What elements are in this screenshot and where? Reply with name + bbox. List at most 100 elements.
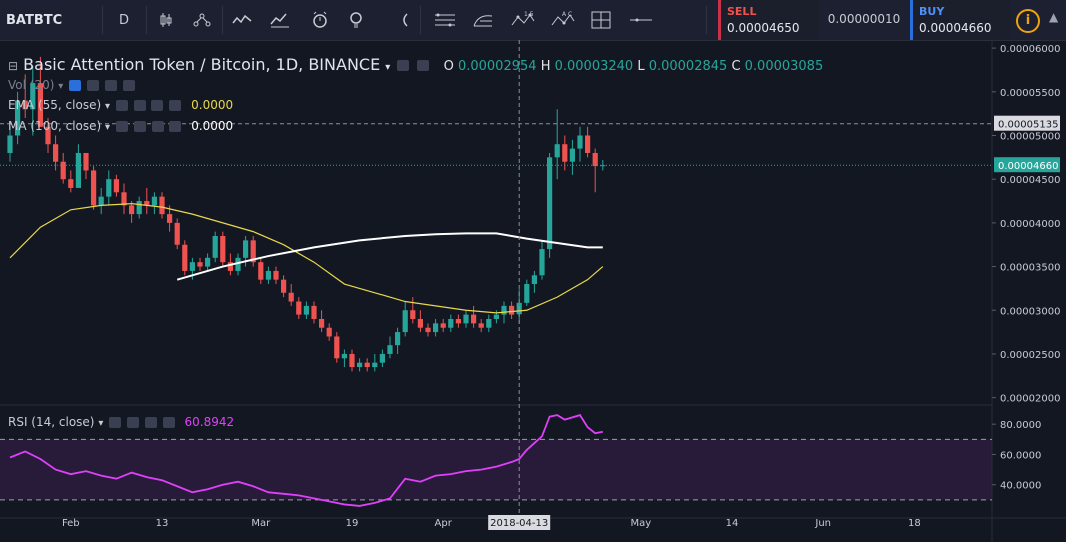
compare-icon[interactable]	[188, 0, 216, 40]
sell-price: 0.00004650	[727, 21, 800, 35]
candle-body	[106, 179, 112, 197]
rsi-value: 60.8942	[184, 415, 235, 429]
separator	[420, 6, 421, 34]
chart-title-row: ⊟ Basic Attention Token / Bitcoin, 1D, B…	[8, 55, 823, 74]
candle-body	[357, 362, 363, 368]
more-icon[interactable]	[104, 80, 117, 91]
candle-body	[30, 83, 36, 110]
more-icon[interactable]	[151, 100, 164, 111]
ema-legend[interactable]: EMA (55, close) ▾ 0.0000	[8, 98, 234, 112]
rsi-band	[0, 438, 992, 501]
candle-body	[281, 279, 287, 293]
close-icon[interactable]	[162, 417, 175, 428]
candle-body	[60, 161, 66, 180]
settings-icon[interactable]	[86, 80, 99, 91]
last-price-label: 0.00004660	[998, 161, 1058, 172]
pattern-icon[interactable]: 1 5	[506, 0, 540, 40]
x-tick-label: 14	[726, 518, 739, 529]
close-icon[interactable]	[416, 60, 429, 71]
settings-icon[interactable]	[133, 100, 146, 111]
low-value: 0.00002845	[648, 59, 728, 74]
candle-body	[205, 257, 211, 267]
last-price-tag	[994, 157, 1060, 173]
close-icon[interactable]	[169, 100, 182, 111]
collapse-legend-icon[interactable]: ⊟	[8, 59, 19, 73]
candle-body	[547, 157, 553, 250]
settings-icon[interactable]	[127, 417, 139, 428]
vol-legend[interactable]: Vol (20) ▾	[8, 78, 135, 92]
crosshair-date-tag	[488, 515, 551, 530]
x-tick-label: 13	[156, 518, 169, 529]
eye-icon[interactable]	[115, 121, 128, 132]
candle-body	[478, 323, 484, 328]
candle-body	[387, 345, 393, 354]
candle-body	[235, 257, 241, 271]
eye-icon[interactable]	[69, 80, 82, 91]
symbol-search-button[interactable]: BATBTC	[6, 12, 63, 28]
lines-icon[interactable]	[428, 0, 462, 40]
candle-body	[448, 318, 454, 328]
hline-icon[interactable]	[624, 0, 658, 40]
candle-body	[341, 353, 347, 359]
prediction-icon[interactable]: A C	[546, 0, 580, 40]
candle-body	[159, 196, 165, 215]
title-dropdown-icon[interactable]: ▾	[385, 62, 391, 73]
ma-line	[176, 232, 603, 281]
settings-icon[interactable]	[133, 121, 146, 132]
candle-body	[91, 170, 97, 206]
open-value: 0.00002954	[457, 59, 537, 74]
candle-body	[471, 314, 477, 324]
ema-value: 0.0000	[191, 98, 234, 112]
chart-title[interactable]: Basic Attention Token / Bitcoin, 1D, BIN…	[23, 55, 381, 74]
ma-path	[176, 232, 603, 281]
sell-button[interactable]: SELL 0.00004650	[718, 0, 819, 40]
candles-icon[interactable]	[152, 0, 180, 40]
fib-icon[interactable]	[466, 0, 500, 40]
price-chart[interactable]: 0.00005135 0.00004660 0.00006000 0.0000550…	[0, 40, 1066, 542]
y-tick-label: 0.00006000	[1000, 44, 1060, 55]
candle-body	[402, 310, 408, 333]
candle-body	[493, 314, 499, 319]
indicators-icon[interactable]	[228, 0, 256, 40]
ema-path	[9, 203, 604, 314]
candle-body	[524, 284, 530, 303]
candle-body	[174, 222, 180, 245]
alert-icon[interactable]	[306, 0, 334, 40]
cursor-icon[interactable]	[396, 0, 412, 40]
idea-icon[interactable]	[342, 0, 370, 40]
y-tick-label: 0.00003000	[1000, 306, 1060, 317]
y-tick-label: 0.00004500	[1000, 175, 1060, 186]
candle-body	[227, 262, 233, 271]
ma-legend[interactable]: MA (100, close) ▾ 0.0000	[8, 119, 234, 133]
settings-icon[interactable]	[397, 60, 410, 71]
x-tick-label: Feb	[62, 518, 80, 529]
candle-body	[113, 179, 119, 193]
y-tick-label: 0.00002500	[1000, 350, 1060, 361]
measure-icon[interactable]	[586, 0, 616, 40]
candle-body	[15, 100, 21, 136]
eye-icon[interactable]	[109, 417, 122, 428]
candle-body	[121, 192, 127, 206]
templates-icon[interactable]	[266, 0, 294, 40]
rsi-legend[interactable]: RSI (14, close) ▾ 60.8942	[8, 415, 235, 429]
candle-body	[562, 144, 568, 162]
candle-body	[98, 196, 104, 206]
rsi-band-fill	[0, 439, 992, 500]
more-icon[interactable]	[144, 417, 157, 428]
candle-body	[129, 205, 135, 215]
interval-button[interactable]: D	[118, 12, 129, 28]
info-icon[interactable]: i	[1016, 9, 1040, 33]
open-label: O	[443, 59, 454, 74]
candle-body	[212, 235, 218, 258]
close-icon[interactable]	[122, 80, 135, 91]
candle-body	[303, 305, 309, 315]
buy-button[interactable]: BUY 0.00004660	[910, 0, 1011, 40]
close-icon[interactable]	[169, 121, 182, 132]
eye-icon[interactable]	[115, 100, 128, 111]
candle-body	[577, 135, 583, 149]
high-value: 0.00003240	[554, 59, 634, 74]
ema-line	[9, 203, 604, 314]
collapse-icon[interactable]: ▲	[1049, 10, 1059, 24]
more-icon[interactable]	[151, 121, 164, 132]
y-tick-label: 0.00003500	[1000, 263, 1060, 274]
